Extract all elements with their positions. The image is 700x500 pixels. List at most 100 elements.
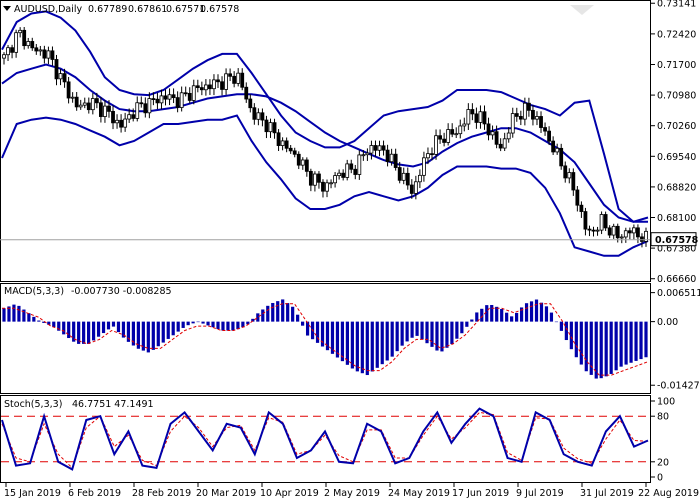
candle-body [50,50,55,60]
macd-bar [495,306,499,322]
stoch-panel-frame [0,395,651,483]
candle-body [595,229,600,232]
macd-bar [101,321,106,334]
candle-body [317,173,321,183]
candle-body [426,153,430,159]
macd-bar [564,321,568,341]
candle-body [119,119,123,128]
macd-bar [111,321,116,327]
time-tick-label: 10 Apr 2019 [260,488,319,499]
macd-bar [544,306,549,322]
candle-body [506,132,511,140]
macd-bar [395,321,399,352]
candle-body [66,81,71,99]
stoch-tick-label: 80 [657,412,669,423]
macd-bar [276,301,280,322]
macd-bar [574,321,578,358]
candle-body [163,95,168,100]
macd-bar [609,321,613,374]
price-tick-label: 0.70980 [657,91,696,102]
price-axis: 0.73141 0.72420 0.71700 0.70980 0.70260 0.695… [650,0,696,285]
macd-bar [87,321,91,344]
macd-title: MACD(5,3,3) [4,286,64,297]
candle-body [232,75,237,84]
macd-bar [156,321,160,347]
current-price-tag: 0.67578 [650,232,699,247]
macd-bar [236,321,240,330]
candle-body [308,170,313,186]
candle-body [603,214,608,229]
macd-bar [430,321,434,347]
time-tick-label: 31 Jul 2019 [580,488,634,499]
candle-body [555,147,560,153]
macd-signal-line [2,303,649,376]
candle-body [191,85,196,101]
macd-bar [475,312,479,322]
candle-body [417,174,422,183]
price-tick-label: 0.68100 [657,213,696,224]
candle-body [413,181,418,194]
candle-body [90,98,95,111]
macd-bar [599,321,603,379]
candle-body [353,168,358,175]
macd-bar [450,321,454,345]
candle-body [462,123,467,127]
macd-bar [57,321,61,331]
macd-bar [47,321,51,325]
candle-body [377,145,382,151]
macd-bar [614,321,618,371]
macd-bar [485,305,489,322]
macd-bar [480,308,484,322]
candle-body [220,81,224,90]
candle-body [256,112,261,120]
macd-bar [12,304,16,322]
macd-bar [67,321,71,339]
macd-bar [644,321,648,358]
candle-body [422,157,426,176]
candle-body [183,92,188,95]
candle-body [203,84,208,91]
macd-bar [510,316,514,322]
logo-arrow-icon [570,5,594,15]
macd-bar [241,321,245,328]
macd-bar [126,321,131,342]
candle-body [14,32,19,53]
triangle-down-icon [3,6,11,11]
candle-body [401,172,406,181]
macd-bar [72,321,76,342]
macd-bar [281,299,285,322]
macd-bar [91,321,96,341]
candle-body [559,147,564,167]
macd-bar [569,321,573,350]
candle-body [296,153,301,166]
candle-body [248,98,253,109]
macd-bar [301,321,305,326]
candle-body [38,49,43,52]
macd-bar [629,321,633,363]
macd-bar [385,321,389,361]
macd-bar [231,321,235,331]
candle-body [111,110,115,124]
candle-body [304,159,309,172]
candle-body [103,105,107,117]
candle-body [199,87,204,91]
macd-bar [291,306,295,322]
candle-body [611,225,616,236]
macd-bar [320,321,325,347]
time-tick-label: 9 Jul 2019 [516,488,564,499]
candle-body [107,105,111,112]
macd-bar [62,321,66,335]
price-tick-label: 0.70260 [657,121,696,132]
macd-bar [136,321,140,349]
candle-body [264,119,269,133]
bollinger-middle [1,63,648,223]
macd-bar [77,321,81,344]
macd-bar [400,321,404,346]
candle-body [458,125,463,135]
candle-body [228,73,233,77]
macd-bar [261,309,265,322]
time-tick-label: 22 Aug 2019 [638,488,699,499]
macd-bar [529,301,534,322]
time-tick-label: 24 May 2019 [388,488,450,499]
candle-body [357,154,362,175]
